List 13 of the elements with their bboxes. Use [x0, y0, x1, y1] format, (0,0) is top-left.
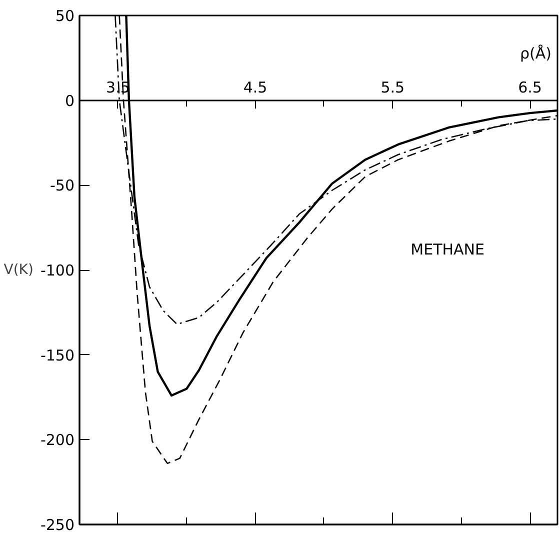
annotation: METHANE	[410, 240, 484, 259]
y-axis-title: V(K)	[4, 262, 34, 278]
y-tick-label: -100	[40, 262, 75, 280]
y-tick-label: -50	[50, 176, 74, 195]
x-tick-label: 4.5	[243, 78, 268, 96]
x-tick-label: 5.5	[380, 78, 405, 96]
x-axis-title: ρ(Å)	[520, 44, 552, 62]
y-tick-label: -150	[40, 346, 75, 364]
x-tick-label: 6.5	[518, 78, 542, 96]
y-tick-label: -200	[40, 431, 75, 450]
y-tick-label: 0	[64, 92, 75, 110]
y-tick-label: -250	[40, 516, 75, 534]
y-tick-label: 50	[55, 7, 75, 25]
